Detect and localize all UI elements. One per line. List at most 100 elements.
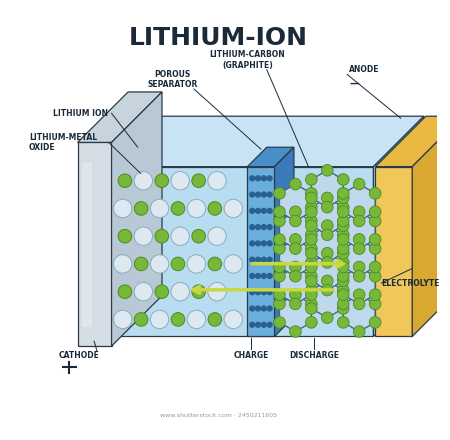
Circle shape <box>261 241 266 246</box>
Circle shape <box>274 234 285 245</box>
Circle shape <box>250 323 255 327</box>
Text: LITHIUM-METAL
OXIDE: LITHIUM-METAL OXIDE <box>29 133 97 152</box>
Circle shape <box>290 289 301 301</box>
Circle shape <box>267 192 272 197</box>
Circle shape <box>171 227 189 246</box>
Circle shape <box>353 234 365 245</box>
Circle shape <box>321 275 333 287</box>
Circle shape <box>338 229 349 241</box>
Circle shape <box>192 229 206 243</box>
Circle shape <box>290 243 301 254</box>
Circle shape <box>338 303 349 314</box>
Circle shape <box>338 298 349 310</box>
Polygon shape <box>279 212 311 249</box>
Circle shape <box>338 257 349 268</box>
Circle shape <box>338 174 349 185</box>
Circle shape <box>134 282 153 301</box>
Circle shape <box>261 257 266 262</box>
Circle shape <box>306 247 317 259</box>
Circle shape <box>274 261 285 273</box>
Circle shape <box>274 289 285 301</box>
Polygon shape <box>311 198 343 235</box>
Circle shape <box>338 316 349 328</box>
Circle shape <box>338 220 349 231</box>
Circle shape <box>338 202 349 213</box>
Circle shape <box>250 290 255 295</box>
Circle shape <box>274 243 285 254</box>
Circle shape <box>274 215 285 227</box>
Circle shape <box>338 243 349 254</box>
Circle shape <box>250 176 255 181</box>
Polygon shape <box>375 116 450 167</box>
Circle shape <box>306 261 317 273</box>
Circle shape <box>321 257 333 268</box>
Circle shape <box>256 274 261 279</box>
Text: —: — <box>349 79 359 89</box>
Text: POROUS
SEPARATOR: POROUS SEPARATOR <box>148 70 198 89</box>
Circle shape <box>171 172 189 190</box>
Circle shape <box>267 306 272 311</box>
Polygon shape <box>343 267 375 304</box>
Circle shape <box>261 323 266 327</box>
Circle shape <box>171 313 185 326</box>
Circle shape <box>274 316 285 328</box>
Circle shape <box>261 274 266 279</box>
Circle shape <box>321 202 333 213</box>
Circle shape <box>171 282 189 301</box>
Circle shape <box>306 271 317 282</box>
Circle shape <box>261 192 266 197</box>
Polygon shape <box>77 143 112 346</box>
Circle shape <box>321 247 333 259</box>
Circle shape <box>135 257 148 271</box>
Text: ANODE: ANODE <box>349 65 380 74</box>
Polygon shape <box>343 295 375 332</box>
Circle shape <box>208 172 226 190</box>
Circle shape <box>306 202 317 213</box>
Polygon shape <box>311 226 343 262</box>
Circle shape <box>290 206 301 217</box>
Circle shape <box>187 255 206 273</box>
Circle shape <box>261 306 266 311</box>
Circle shape <box>369 215 381 227</box>
Circle shape <box>267 257 272 262</box>
Circle shape <box>274 271 285 282</box>
Circle shape <box>306 298 317 310</box>
Polygon shape <box>375 167 412 337</box>
Polygon shape <box>112 167 374 337</box>
Circle shape <box>171 257 185 271</box>
Circle shape <box>134 172 153 190</box>
Text: ELECTROLYTE: ELECTROLYTE <box>381 279 440 288</box>
Circle shape <box>250 192 255 197</box>
Polygon shape <box>279 295 311 332</box>
Circle shape <box>353 289 365 301</box>
Circle shape <box>369 234 381 245</box>
Circle shape <box>369 316 381 328</box>
Circle shape <box>306 243 317 254</box>
Circle shape <box>192 285 206 298</box>
Circle shape <box>338 234 349 245</box>
Circle shape <box>250 306 255 311</box>
Circle shape <box>290 261 301 273</box>
Polygon shape <box>311 281 343 318</box>
Circle shape <box>290 178 301 190</box>
Circle shape <box>338 289 349 301</box>
Circle shape <box>113 199 132 218</box>
Circle shape <box>306 192 317 204</box>
Circle shape <box>369 271 381 282</box>
Circle shape <box>290 271 301 282</box>
Circle shape <box>118 285 132 298</box>
Circle shape <box>306 220 317 231</box>
Circle shape <box>208 282 226 301</box>
Circle shape <box>369 187 381 199</box>
Circle shape <box>118 174 132 187</box>
Circle shape <box>267 225 272 230</box>
Circle shape <box>338 215 349 227</box>
Circle shape <box>208 202 222 215</box>
Circle shape <box>256 192 261 197</box>
Polygon shape <box>248 167 274 337</box>
Circle shape <box>321 229 333 241</box>
Circle shape <box>113 310 132 329</box>
Circle shape <box>224 199 243 218</box>
Circle shape <box>306 275 317 287</box>
Polygon shape <box>274 147 294 337</box>
